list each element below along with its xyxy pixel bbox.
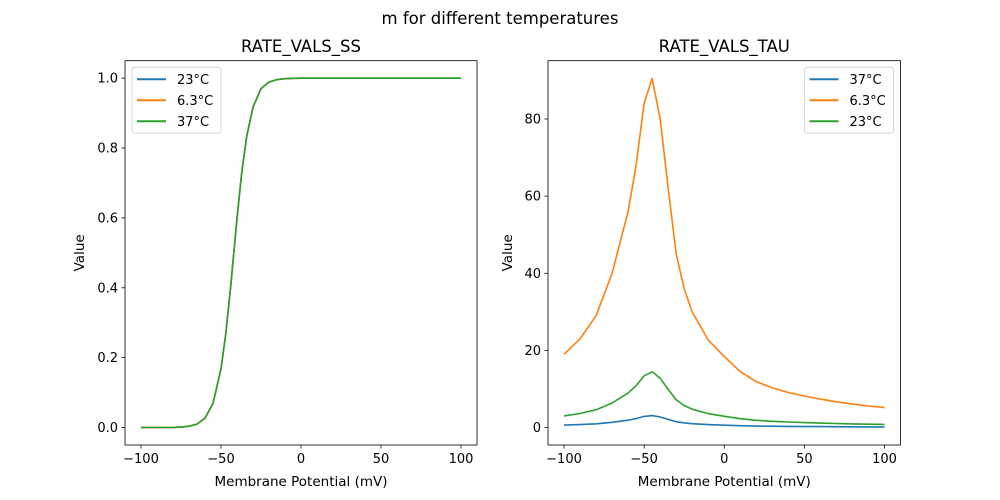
y-tick-label: 0.2 bbox=[97, 351, 118, 366]
subplot-2: RATE_VALS_TAU −100 −50 0 50 100 0 20 40 60 80 Membr… bbox=[500, 37, 901, 490]
x-tick-label: −50 bbox=[207, 452, 234, 467]
y-tick-label: 0.6 bbox=[97, 211, 118, 226]
x-tick-label: 50 bbox=[373, 452, 390, 467]
x-tick-label: 0 bbox=[720, 452, 728, 467]
series-line-0 bbox=[563, 414, 885, 428]
x-axis-label: Membrane Potential (mV) bbox=[638, 474, 811, 490]
subplot-title: RATE_VALS_TAU bbox=[659, 37, 790, 57]
y-axis-label: Value bbox=[72, 234, 88, 271]
y-axis-label: Value bbox=[500, 234, 516, 271]
figure-suptitle: m for different temperatures bbox=[382, 9, 619, 28]
y-tick-label: 60 bbox=[524, 190, 541, 205]
legend: 37°C 6.3°C 23°C bbox=[804, 66, 894, 134]
legend-label: 37°C bbox=[177, 115, 209, 130]
subplot-title: RATE_VALS_SS bbox=[241, 37, 361, 57]
legend-label: 6.3°C bbox=[177, 94, 213, 109]
legend-label: 6.3°C bbox=[850, 94, 886, 109]
legend-label: 37°C bbox=[850, 73, 882, 88]
x-tick-label: −100 bbox=[546, 452, 582, 467]
y-tick-label: 20 bbox=[524, 344, 541, 359]
x-tick-label: 100 bbox=[872, 452, 897, 467]
legend-box bbox=[131, 66, 222, 134]
series-line-1 bbox=[563, 77, 885, 409]
plot-area bbox=[563, 77, 885, 428]
x-tick-label: −50 bbox=[630, 452, 657, 467]
legend: 23°C 6.3°C 37°C bbox=[131, 66, 222, 134]
legend-box bbox=[804, 66, 894, 134]
y-tick-label: 0.8 bbox=[97, 142, 118, 157]
legend-label: 23°C bbox=[850, 115, 882, 130]
x-tick-label: 100 bbox=[449, 452, 474, 467]
x-tick-label: 0 bbox=[297, 452, 305, 467]
plot-area bbox=[141, 77, 461, 429]
series-line-2 bbox=[141, 77, 461, 429]
y-tick-label: 80 bbox=[524, 112, 541, 127]
x-axis-label: Membrane Potential (mV) bbox=[214, 474, 387, 490]
y-tick-label: 0.0 bbox=[97, 421, 118, 436]
y-tick-label: 1.0 bbox=[97, 72, 118, 87]
x-tick-label: 50 bbox=[796, 452, 813, 467]
legend-label: 23°C bbox=[177, 73, 209, 88]
y-tick-label: 0 bbox=[533, 421, 541, 436]
series-line-2 bbox=[563, 370, 885, 426]
subplot-1: RATE_VALS_SS −100 −50 0 50 100 0.0 0.2 0.4 0.6 0.8… bbox=[72, 37, 478, 490]
x-tick-label: −100 bbox=[123, 452, 159, 467]
y-tick-label: 40 bbox=[524, 267, 541, 282]
y-tick-label: 0.4 bbox=[97, 281, 118, 296]
